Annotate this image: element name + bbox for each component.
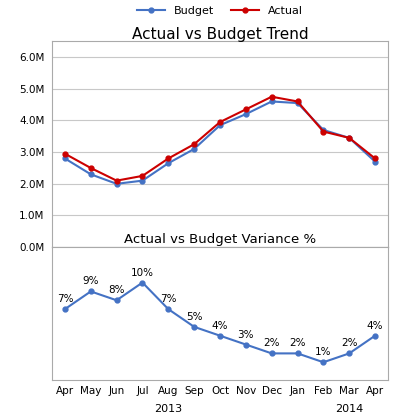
Text: 4%: 4%: [212, 321, 228, 331]
Title: Actual vs Budget Variance %: Actual vs Budget Variance %: [124, 233, 316, 246]
Title: Actual vs Budget Trend: Actual vs Budget Trend: [132, 26, 308, 42]
Budget: [244, 112, 248, 116]
Text: 8%: 8%: [108, 285, 125, 295]
Text: 7%: 7%: [160, 294, 176, 304]
Actual: [166, 156, 171, 161]
Actual: [244, 107, 248, 112]
Actual: [114, 178, 119, 183]
Text: 2%: 2%: [341, 339, 358, 349]
Actual: [88, 166, 93, 171]
Text: 10%: 10%: [131, 268, 154, 278]
Budget: [218, 123, 222, 128]
Actual: [269, 94, 274, 99]
Budget: [62, 156, 67, 161]
Budget: [295, 101, 300, 106]
Text: 1%: 1%: [315, 347, 332, 357]
Text: 3%: 3%: [238, 330, 254, 339]
Line: Budget: Budget: [62, 99, 378, 186]
Actual: [192, 142, 196, 147]
Actual: [295, 99, 300, 104]
Legend: Budget, Actual: Budget, Actual: [133, 2, 307, 21]
Budget: [373, 159, 378, 164]
Actual: [321, 129, 326, 134]
Budget: [347, 135, 352, 140]
Actual: [218, 120, 222, 125]
Actual: [140, 173, 145, 178]
Budget: [114, 181, 119, 186]
Actual: [62, 151, 67, 156]
Line: Actual: Actual: [62, 94, 378, 183]
Budget: [192, 147, 196, 152]
Budget: [166, 161, 171, 166]
Text: 2%: 2%: [264, 339, 280, 349]
Budget: [269, 99, 274, 104]
Text: 5%: 5%: [186, 312, 202, 322]
Text: 7%: 7%: [57, 294, 73, 304]
Actual: [347, 135, 352, 140]
Text: 4%: 4%: [367, 321, 383, 331]
Budget: [88, 172, 93, 177]
Budget: [140, 178, 145, 183]
Text: 2013: 2013: [154, 404, 182, 413]
Text: 2013: 2013: [154, 350, 182, 360]
Budget: [321, 128, 326, 133]
Text: 2014: 2014: [335, 404, 363, 413]
Actual: [373, 156, 378, 161]
Text: 2%: 2%: [289, 339, 306, 349]
Text: 2014: 2014: [335, 350, 363, 360]
Text: 9%: 9%: [82, 276, 99, 287]
